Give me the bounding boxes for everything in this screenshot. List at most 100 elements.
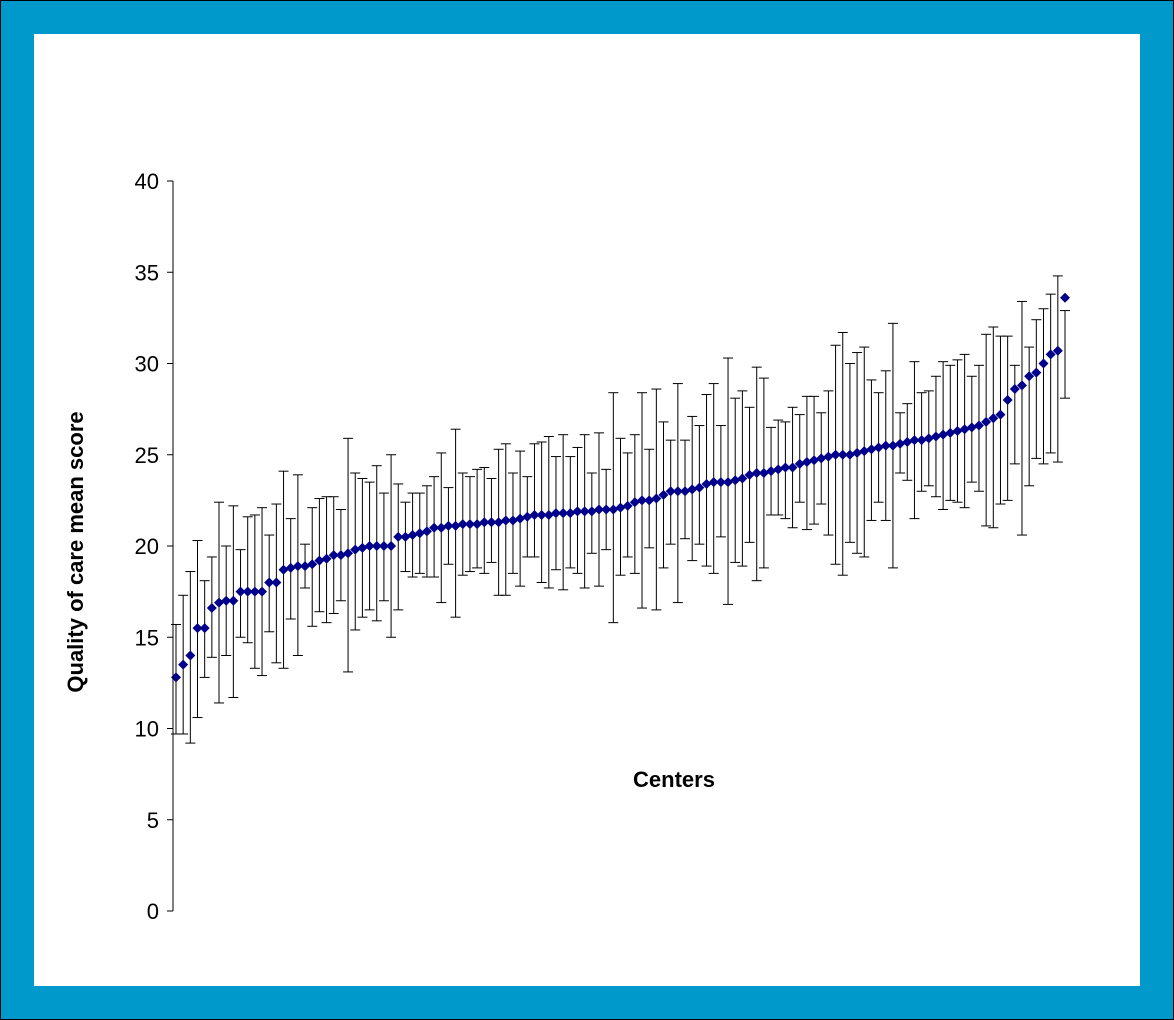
data-point-marker — [321, 553, 332, 564]
data-point-marker — [421, 526, 432, 537]
data-point-marker — [672, 486, 683, 497]
y-tick-label: 20 — [135, 534, 159, 559]
data-point-marker — [436, 522, 447, 533]
y-tick-label: 5 — [147, 808, 159, 833]
data-point-marker — [723, 477, 734, 488]
y-tick-label: 40 — [135, 169, 159, 194]
y-tick-label: 30 — [135, 352, 159, 377]
data-point-marker — [235, 586, 246, 597]
y-tick-label: 0 — [147, 899, 159, 924]
data-point-marker — [622, 500, 633, 511]
data-point-marker — [593, 504, 604, 515]
data-point-marker — [350, 544, 361, 555]
y-tick-label: 35 — [135, 260, 159, 285]
data-point-marker — [199, 623, 210, 634]
data-point-marker — [601, 504, 612, 515]
data-point-marker — [694, 482, 705, 493]
data-point-marker — [902, 436, 913, 447]
data-point-marker — [844, 449, 855, 460]
data-point-marker — [615, 502, 626, 513]
data-point-marker — [751, 468, 762, 478]
data-point-marker — [995, 409, 1006, 420]
data-point-marker — [1045, 349, 1056, 360]
data-point-marker — [794, 458, 805, 469]
data-point-marker — [629, 497, 640, 508]
data-point-marker — [278, 564, 289, 575]
data-point-marker — [916, 435, 927, 446]
chart-panel: 0 5 10 15 20 25 30 35 40 Centers Quality of care… — [34, 34, 1140, 986]
scatter-chart: 0 5 10 15 20 25 30 35 40 Centers Quality of care… — [63, 169, 1070, 924]
data-point-marker — [242, 586, 253, 597]
data-point-marker — [464, 519, 475, 530]
data-point-marker — [766, 466, 777, 477]
data-point-marker — [701, 478, 712, 489]
data-point-marker — [328, 550, 339, 561]
data-point-marker — [608, 504, 619, 515]
data-point-marker — [837, 449, 848, 460]
data-point-marker — [945, 427, 956, 438]
data-point-marker — [206, 603, 217, 614]
data-point-marker — [292, 561, 303, 572]
data-point-marker — [787, 462, 798, 473]
data-point-marker — [859, 446, 870, 457]
data-point-marker — [773, 464, 784, 475]
y-axis: 0 5 10 15 20 25 30 35 40 — [135, 169, 174, 924]
y-tick-label: 15 — [135, 625, 159, 650]
data-point-marker — [515, 513, 526, 524]
data-point-marker — [909, 435, 920, 446]
data-point-marker — [981, 416, 992, 427]
data-point-marker — [809, 455, 820, 466]
data-point-marker — [407, 530, 418, 541]
data-point-marker — [586, 506, 597, 517]
data-point-marker — [479, 517, 490, 528]
data-point-marker — [651, 493, 662, 504]
data-point-marker — [1009, 384, 1020, 395]
data-point-marker — [1031, 367, 1042, 378]
data-point-marker — [1016, 380, 1027, 391]
data-point-marker — [880, 440, 891, 451]
data-point-marker — [378, 541, 389, 551]
data-point-marker — [1024, 371, 1035, 382]
data-point-marker — [249, 586, 260, 597]
data-point-marker — [414, 528, 425, 539]
data-point-marker — [550, 508, 561, 519]
data-point-marker — [314, 555, 325, 566]
data-point-marker — [507, 515, 518, 526]
data-point-marker — [307, 559, 318, 570]
data-point-marker — [680, 486, 691, 497]
x-axis-title: Centers — [633, 767, 715, 792]
data-point-marker — [730, 475, 741, 486]
data-point-marker — [801, 457, 812, 468]
data-point-marker — [873, 442, 884, 453]
y-axis-title: Quality of care mean score — [63, 411, 88, 692]
data-point-marker — [221, 595, 232, 606]
data-point-marker — [429, 522, 440, 533]
data-point-marker — [1002, 395, 1013, 405]
data-point-marker — [300, 561, 311, 572]
data-point-marker — [923, 433, 934, 444]
data-point-marker — [852, 447, 863, 458]
data-point-marker — [529, 509, 540, 520]
data-point-marker — [708, 477, 719, 488]
data-point-marker — [959, 424, 970, 435]
data-point-marker — [966, 422, 977, 433]
data-point-marker — [637, 495, 648, 506]
data-point-marker — [930, 431, 941, 442]
data-point-marker — [780, 462, 791, 473]
data-point-marker — [228, 595, 239, 606]
data-point-marker — [393, 531, 404, 542]
y-tick-label: 25 — [135, 443, 159, 468]
data-point-marker — [973, 420, 984, 431]
data-point-marker — [257, 586, 268, 597]
data-point-marker — [371, 541, 382, 551]
data-point-marker — [938, 429, 949, 440]
data-point-marker — [185, 650, 196, 661]
data-point-marker — [285, 562, 296, 573]
data-point-marker — [335, 550, 346, 561]
data-point-marker — [1038, 358, 1049, 369]
data-point-marker — [214, 597, 225, 608]
data-point-marker — [687, 484, 698, 495]
data-point-marker — [816, 453, 827, 464]
data-point-marker — [579, 506, 590, 517]
